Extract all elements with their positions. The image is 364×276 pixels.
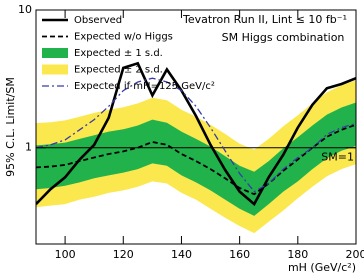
plot-area (36, 61, 356, 234)
legend-label: Expected ± 1 s.d. (74, 48, 163, 59)
x-tick-label: 140 (171, 248, 192, 261)
x-tick-label: 120 (113, 248, 134, 261)
y-axis-label: 95% C.L. Limit/SM (4, 77, 17, 177)
x-tick-label: 100 (55, 248, 76, 261)
legend-swatch (42, 64, 68, 75)
x-tick-label: 160 (229, 248, 250, 261)
x-axis-label: mH (GeV/c²) (288, 261, 356, 274)
error-band (36, 102, 356, 216)
y-tick-label: 1 (25, 141, 32, 154)
x-tick-label: 200 (346, 248, 364, 261)
line-series (36, 77, 356, 193)
x-tick-label: 180 (287, 248, 308, 261)
annotation: SM Higgs combination (222, 31, 345, 44)
legend-label: Expected w/o Higgs (74, 32, 173, 43)
legend-label: Expected if mH=125 GeV/c² (74, 81, 215, 92)
legend-label: Expected ± 2 s.d. (74, 65, 163, 76)
legend-swatch (42, 48, 68, 58)
reference-label: SM=1 (321, 151, 354, 164)
plot-frame (35, 9, 357, 245)
line-series (36, 123, 356, 196)
y-tick-label: 10 (18, 3, 32, 16)
legend-label: Observed (74, 15, 122, 26)
annotation: Tevatron Run II, Lint ≤ 10 fb⁻¹ (182, 13, 347, 26)
line-series (36, 61, 356, 207)
